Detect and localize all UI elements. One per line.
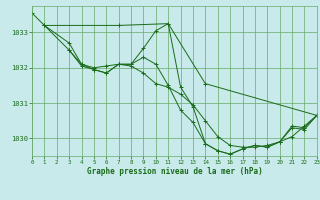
- X-axis label: Graphe pression niveau de la mer (hPa): Graphe pression niveau de la mer (hPa): [86, 167, 262, 176]
